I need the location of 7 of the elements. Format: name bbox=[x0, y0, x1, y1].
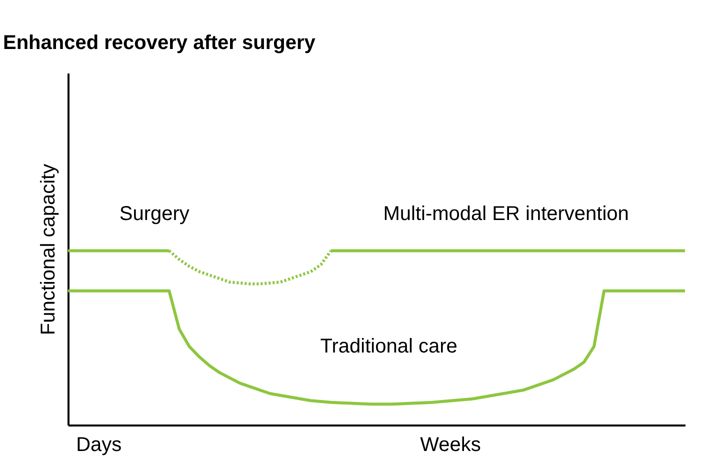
series-label: Multi-modal ER intervention bbox=[383, 203, 629, 226]
text: Traditional care bbox=[320, 336, 458, 358]
text: Surgery bbox=[119, 202, 190, 225]
y-axis-title: Functional capacity bbox=[38, 164, 60, 336]
text: Days bbox=[76, 434, 122, 456]
text: Weeks bbox=[420, 434, 481, 456]
chart-title: Enhanced recovery after surgery bbox=[3, 32, 316, 54]
